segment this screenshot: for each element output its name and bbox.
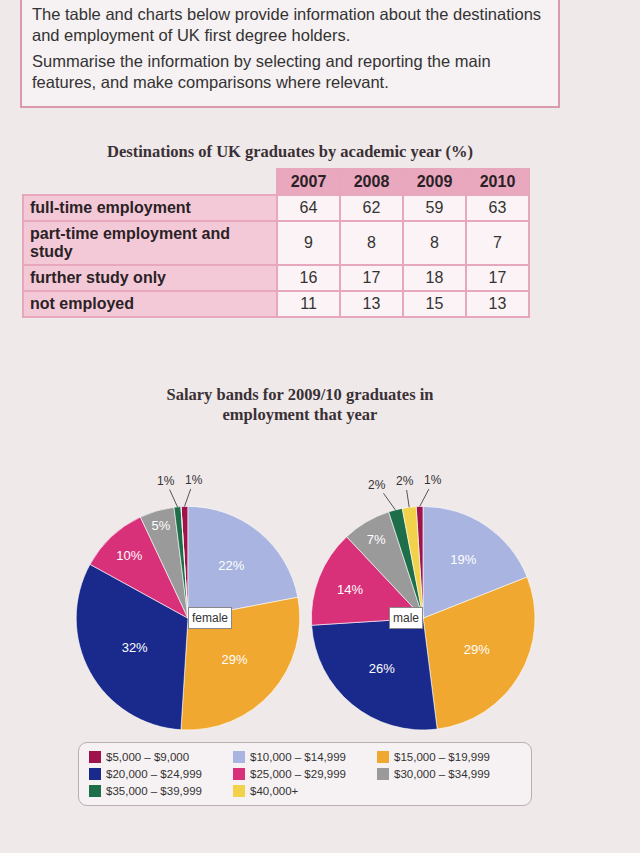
html-text:$30,000 – $34,999: $30,000 – $34,999 — [394, 768, 490, 780]
svg-text:2%: 2% — [396, 474, 414, 488]
html-text:8: 8 — [430, 234, 439, 251]
html-text:2010: 2010 — [479, 173, 516, 190]
svg-text:19%: 19% — [450, 552, 476, 567]
html-text:17: 17 — [488, 269, 507, 286]
html-text:9: 9 — [304, 234, 313, 251]
html-text:$35,000 – $39,999: $35,000 – $39,999 — [106, 785, 202, 797]
html-text:$25,000 – $29,999: $25,000 – $29,999 — [250, 768, 346, 780]
html-text:$40,000+: $40,000+ — [250, 785, 299, 797]
html-text:63: 63 — [488, 199, 507, 216]
html-text:16: 16 — [299, 269, 318, 286]
html-text:59: 59 — [425, 199, 444, 216]
html-text:Destinations of UK graduates b: Destinations of UK graduates by academic… — [107, 142, 473, 161]
html-text:17: 17 — [362, 269, 381, 286]
html-text:The table and charts below pro: The table and charts below provide infor… — [32, 5, 542, 45]
svg-text:14%: 14% — [337, 582, 363, 597]
html-text:Salary bands for 2009/10 gradu: Salary bands for 2009/10 graduates in em… — [166, 385, 434, 424]
svg-text:5%: 5% — [151, 518, 170, 533]
html-text:15: 15 — [425, 295, 444, 312]
html-text:2008: 2008 — [353, 173, 390, 190]
html-text:62: 62 — [362, 199, 381, 216]
html-text:part-time employment and study: part-time employment and study — [30, 225, 230, 260]
svg-text:32%: 32% — [122, 640, 148, 655]
html-text:13: 13 — [362, 295, 381, 312]
svg-text:female: female — [192, 611, 228, 625]
html-text:7: 7 — [493, 234, 502, 251]
html-text:13: 13 — [488, 295, 507, 312]
html-text:$10,000 – $14,999: $10,000 – $14,999 — [250, 751, 346, 763]
svg-text:1%: 1% — [185, 473, 203, 487]
html-text:$5,000 – $9,000: $5,000 – $9,000 — [106, 751, 190, 763]
svg-text:22%: 22% — [218, 558, 244, 573]
html-text:$20,000 – $24,999: $20,000 – $24,999 — [106, 768, 202, 780]
html-text:not employed: not employed — [30, 295, 134, 312]
html-text:18: 18 — [425, 269, 444, 286]
html-text:2007: 2007 — [290, 173, 327, 190]
svg-text:29%: 29% — [464, 642, 490, 657]
html-text:full-time employment: full-time employment — [30, 199, 191, 216]
svg-text:2%: 2% — [368, 478, 386, 492]
svg-text:1%: 1% — [157, 474, 175, 488]
svg-text:29%: 29% — [222, 652, 248, 667]
html-text:8: 8 — [367, 234, 376, 251]
html-text:Summarise the information by s: Summarise the information by selecting a… — [32, 51, 491, 92]
html-text:$15,000 – $19,999: $15,000 – $19,999 — [394, 751, 490, 763]
svg-text:male: male — [393, 611, 419, 625]
html-text:further study only: further study only — [30, 269, 166, 286]
svg-text:26%: 26% — [369, 661, 395, 676]
svg-text:1%: 1% — [424, 473, 442, 487]
html-text:2009: 2009 — [416, 173, 453, 190]
html-text:11: 11 — [300, 295, 317, 312]
html-text:64: 64 — [299, 199, 318, 216]
svg-text:10%: 10% — [116, 548, 142, 563]
svg-text:7%: 7% — [367, 532, 386, 547]
